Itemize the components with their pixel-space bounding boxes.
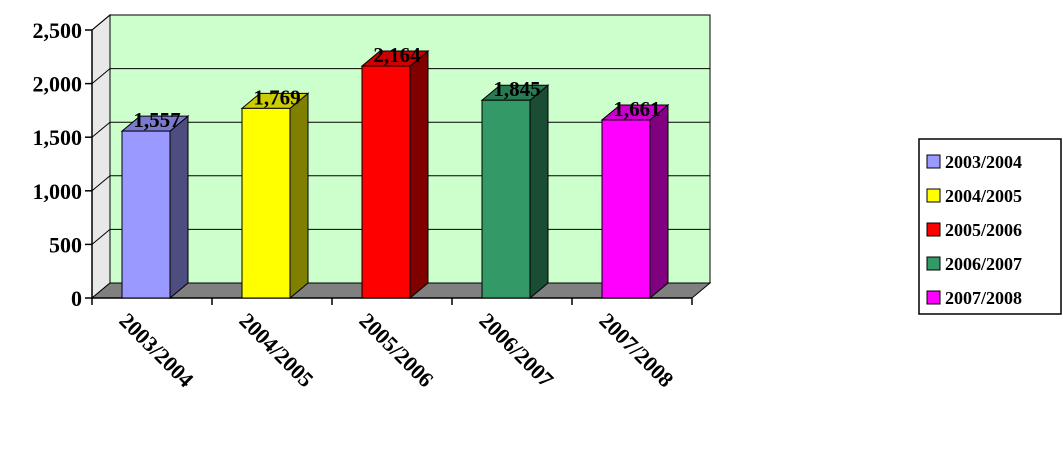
gridline-depth	[91, 175, 111, 192]
plot-area: 0 500 1,000 1,500 2,000 2,500 1,557 1,769 2,164 1…	[33, 13, 712, 392]
x-tick-label: 2004/2005	[234, 308, 318, 392]
data-label: 1,557	[133, 108, 180, 132]
legend-label: 2005/2006	[945, 220, 1022, 240]
bar-2006-2007	[480, 84, 550, 300]
legend-swatch	[926, 222, 941, 237]
y-tick-label: 0	[71, 286, 82, 311]
legend-swatch	[926, 188, 941, 203]
gridline-depth	[91, 121, 111, 138]
legend-label: 2007/2008	[945, 288, 1022, 308]
data-label: 1,845	[493, 77, 540, 101]
legend: 2003/2004 2004/2005 2005/2006 2006/2007 2007…	[918, 138, 1062, 315]
legend-swatch	[926, 256, 941, 271]
bar-side	[409, 49, 429, 300]
legend-swatch	[926, 154, 941, 169]
bar	[601, 119, 651, 299]
y-tick-label: 2,000	[33, 72, 83, 97]
data-label: 1,769	[253, 85, 300, 109]
x-tick-label: 2003/2004	[114, 308, 198, 392]
side-wall	[91, 13, 111, 300]
bar	[361, 65, 411, 299]
bar-2007-2008	[600, 103, 670, 300]
bar-side	[649, 103, 669, 300]
legend-swatch	[926, 290, 941, 305]
legend-label: 2006/2007	[945, 254, 1022, 274]
bar	[481, 99, 531, 299]
bar-2003-2004	[120, 115, 190, 300]
bar-2005-2006	[360, 49, 430, 300]
legend-label: 2003/2004	[945, 152, 1022, 172]
x-tick-label: 2007/2008	[594, 308, 678, 392]
x-tick-label: 2006/2007	[474, 308, 558, 392]
gridline-depth	[91, 229, 111, 245]
y-tick-label: 2,500	[33, 18, 83, 43]
data-label: 2,164	[373, 43, 421, 67]
bar-side	[529, 84, 549, 300]
y-tick-label: 1,500	[33, 125, 83, 150]
gridline-depth	[91, 68, 111, 84]
bar-side	[169, 115, 189, 300]
gridline-depth	[91, 14, 111, 31]
y-tick-label: 500	[49, 232, 82, 257]
x-tick-label: 2005/2006	[354, 308, 438, 392]
legend-label: 2004/2005	[945, 186, 1022, 206]
bar	[121, 130, 171, 299]
bar-2004-2005	[240, 92, 310, 300]
bar-side	[289, 92, 309, 300]
data-label: 1,661	[613, 97, 660, 121]
bar	[241, 107, 291, 299]
y-tick-label: 1,000	[33, 179, 83, 204]
legend-box	[918, 138, 1062, 315]
